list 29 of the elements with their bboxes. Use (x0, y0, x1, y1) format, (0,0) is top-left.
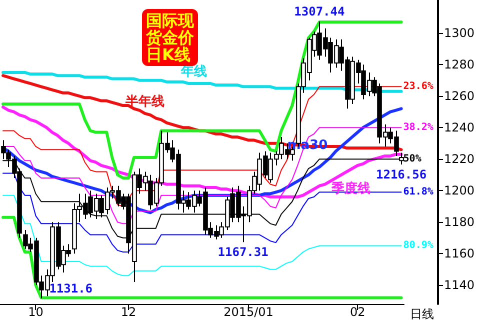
annotation: 1307.44 (294, 4, 345, 18)
series-label: 年线 (180, 64, 207, 80)
y-tick-label: 1180 (444, 215, 475, 230)
series-label: 61.8% (403, 186, 434, 198)
y-tick-label: 1300 (444, 26, 475, 40)
x-tick-label: 2015/01 (224, 305, 274, 319)
line-series (2, 194, 402, 276)
x-tick-label: 10 (28, 305, 44, 319)
annotation: 1167.31 (218, 245, 268, 260)
x-axis-title: 日线 (410, 307, 434, 320)
line-series (2, 216, 403, 300)
series-label: 50% (403, 154, 422, 165)
y-tick-label: 1160 (444, 246, 475, 261)
series-label: 80.9% (403, 240, 434, 252)
y-tick-label: 1220 (444, 152, 475, 166)
series-label: 半年线 (124, 94, 164, 110)
series-label: 38.2% (403, 122, 434, 134)
y-tick-label: 1260 (444, 89, 475, 104)
series-label: 23.6% (403, 81, 434, 92)
y-tick-label: 1200 (444, 184, 475, 198)
x-tick-label: 02 (350, 305, 366, 319)
x-tick-label: 12 (120, 305, 136, 319)
annotation: 1131.6 (49, 281, 93, 296)
y-tick-label: 1280 (444, 58, 475, 72)
series-label: ma30 (287, 138, 328, 153)
annotation: 1216.56 (376, 168, 427, 182)
y-tick-label: 1140 (444, 278, 475, 292)
y-tick-label: 1240 (444, 120, 475, 135)
text: 国际现货金价日K线 (145, 11, 195, 64)
